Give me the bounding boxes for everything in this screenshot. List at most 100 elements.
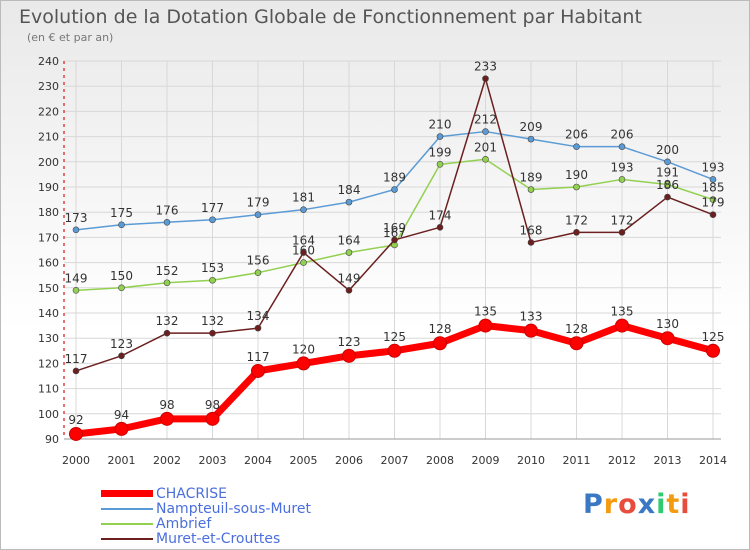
- data-point: [345, 249, 353, 256]
- data-point: [163, 218, 171, 226]
- data-label: 132: [201, 314, 224, 328]
- data-label: 191: [656, 165, 679, 179]
- data-point: [345, 198, 353, 206]
- data-point: [387, 343, 402, 358]
- data-point: [72, 287, 80, 294]
- data-label: 123: [338, 335, 361, 349]
- data-label: 134: [247, 309, 270, 323]
- logo-letter: x: [637, 489, 657, 520]
- legend-swatch: [101, 490, 153, 497]
- data-point: [163, 329, 171, 337]
- data-label: 98: [159, 398, 174, 412]
- data-label: 128: [429, 322, 452, 336]
- data-label: 173: [65, 211, 88, 225]
- data-point: [618, 176, 626, 183]
- data-point: [709, 211, 717, 219]
- data-point: [709, 196, 717, 203]
- legend-label: Muret-et-Crouttes: [156, 531, 281, 547]
- data-label: 92: [68, 413, 83, 427]
- y-tick-label: 200: [38, 156, 59, 169]
- data-point: [114, 421, 129, 436]
- data-label: 164: [292, 234, 315, 248]
- data-point: [433, 336, 447, 351]
- chart-subtitle: (en € et par an): [27, 31, 114, 44]
- x-tick-label: 2012: [608, 454, 636, 467]
- data-label: 209: [520, 120, 543, 134]
- data-label: 185: [702, 181, 725, 195]
- data-point: [706, 343, 720, 358]
- data-label: 125: [383, 330, 406, 344]
- data-label: 133: [520, 310, 543, 324]
- y-tick-label: 100: [38, 408, 59, 421]
- data-label: 210: [429, 118, 452, 132]
- x-tick-label: 2014: [699, 454, 727, 467]
- legend-item: Muret-et-Crouttes: [101, 531, 401, 547]
- data-label: 135: [474, 305, 497, 319]
- logo-letter: i: [680, 489, 691, 520]
- data-point: [524, 323, 538, 338]
- y-tick-label: 90: [45, 433, 59, 446]
- data-point: [615, 318, 629, 333]
- y-tick-label: 190: [38, 181, 59, 194]
- data-label: 176: [156, 203, 179, 217]
- data-label: 201: [474, 140, 497, 154]
- x-tick-label: 2002: [153, 454, 181, 467]
- data-point: [72, 367, 80, 375]
- y-tick-label: 240: [38, 55, 59, 68]
- data-label: 172: [565, 213, 588, 227]
- data-label: 193: [611, 160, 634, 174]
- logo-letter: i: [656, 489, 667, 520]
- x-tick-label: 2000: [62, 454, 90, 467]
- data-point: [391, 186, 398, 193]
- legend-swatch: [101, 508, 153, 510]
- legend-label: CHACRISE: [156, 486, 227, 502]
- x-tick-label: 2003: [199, 454, 227, 467]
- data-point: [118, 221, 125, 229]
- data-label: 132: [156, 314, 179, 328]
- logo-letter: t: [666, 489, 681, 520]
- legend-label: Ambrief: [156, 516, 212, 532]
- data-label: 174: [429, 208, 452, 222]
- x-tick-label: 2001: [108, 454, 136, 467]
- data-label: 193: [702, 160, 725, 174]
- data-point: [160, 411, 174, 426]
- data-label: 200: [656, 143, 679, 157]
- data-label: 167: [383, 226, 406, 240]
- data-point: [209, 276, 216, 284]
- data-point: [69, 426, 83, 441]
- data-point: [251, 363, 265, 378]
- data-label: 189: [383, 171, 406, 185]
- data-label: 199: [429, 145, 452, 159]
- data-point: [345, 287, 353, 294]
- proxiti-logo: Proxiti: [583, 489, 691, 520]
- data-label: 128: [565, 322, 588, 336]
- data-point: [664, 181, 671, 188]
- y-tick-label: 210: [38, 131, 59, 144]
- legend-item: CHACRISE: [101, 486, 401, 502]
- data-point: [342, 348, 356, 363]
- data-label: 149: [338, 271, 361, 285]
- data-point: [436, 161, 444, 168]
- data-point: [72, 226, 80, 234]
- data-label: 168: [520, 223, 543, 237]
- data-label: 150: [110, 269, 133, 283]
- data-point: [527, 135, 535, 143]
- data-label: 156: [247, 254, 270, 268]
- y-tick-label: 140: [38, 307, 59, 320]
- data-label: 206: [611, 128, 634, 142]
- x-tick-label: 2007: [381, 454, 409, 467]
- data-point: [118, 284, 125, 292]
- x-tick-label: 2004: [244, 454, 272, 467]
- data-point: [205, 411, 220, 426]
- x-tick-label: 2005: [290, 454, 318, 467]
- legend-item: Ambrief: [101, 516, 401, 532]
- data-label: 212: [474, 113, 497, 127]
- legend-swatch: [101, 523, 153, 525]
- y-tick-label: 160: [38, 257, 59, 270]
- logo-letter: P: [583, 489, 604, 520]
- data-label: 123: [110, 337, 133, 351]
- data-label: 233: [474, 60, 497, 74]
- data-label: 172: [611, 213, 634, 227]
- y-tick-label: 180: [38, 206, 59, 219]
